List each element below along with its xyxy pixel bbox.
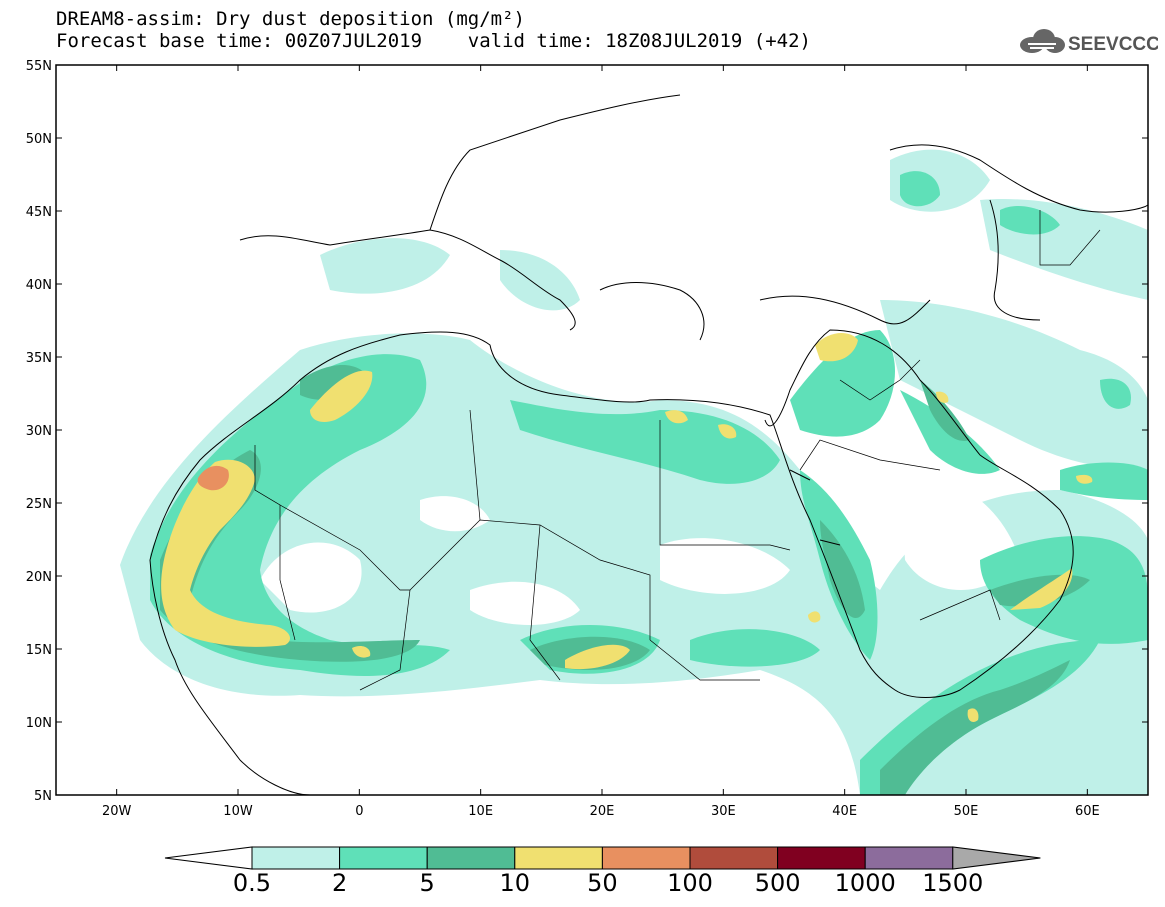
cloud-icon — [1020, 29, 1065, 53]
colorbar-label: 1000 — [835, 869, 896, 897]
colorbar-label: 10 — [500, 869, 531, 897]
colorbar-lower-arrow — [164, 846, 253, 870]
lat-label: 45N — [26, 205, 52, 220]
logo-text: SEEVCCC — [1068, 34, 1158, 55]
lat-label: 20N — [26, 570, 52, 585]
map-title: DREAM8-assim: Dry dust deposition (mg/m²… — [56, 8, 525, 30]
lon-label: 20W — [102, 804, 132, 819]
lon-label: 50E — [954, 804, 979, 819]
lon-label: 0 — [355, 804, 363, 819]
lat-label: 10N — [26, 716, 52, 731]
colorbar-label: 0.5 — [233, 869, 271, 897]
dust-field — [120, 149, 1148, 795]
colorbar-swatch — [601, 846, 691, 870]
lat-label: 55N — [26, 59, 52, 74]
dust-band-10 — [161, 333, 1093, 722]
colorbar-upper-arrow — [952, 846, 1041, 870]
seevccc-logo: SEEVCCC — [1020, 29, 1158, 55]
lat-label: 50N — [26, 132, 52, 147]
colorbar-label: 2 — [332, 869, 347, 897]
dust-band-50 — [197, 465, 229, 491]
lat-label: 5N — [34, 789, 52, 804]
country-borders — [254, 210, 1101, 691]
colorbar-label: 5 — [420, 869, 435, 897]
lon-label: 20E — [590, 804, 615, 819]
colorbar-label: 50 — [587, 869, 618, 897]
colorbar-swatch — [514, 846, 603, 870]
colorbar-label: 100 — [667, 869, 713, 897]
colorbar-swatch — [339, 846, 428, 870]
lon-label: 30E — [711, 804, 736, 819]
lon-label: 40E — [832, 804, 857, 819]
colorbar-label: 1500 — [922, 869, 983, 897]
forecast-time-line: Forecast base time: 00Z07JUL2019 valid t… — [56, 30, 811, 52]
latitude-axis: 55N 50N 45N 40N 35N 30N 25N 20N 15N 10N 5N — [26, 59, 1148, 804]
lat-label: 25N — [26, 497, 52, 512]
colorbar: 0.5 2 5 10 50 100 500 1000 1500 — [164, 846, 1041, 897]
longitude-axis: 20W 10W 0 10E 20E 30E 40E 50E 60E — [102, 65, 1100, 819]
colorbar-label: 500 — [755, 869, 801, 897]
colorbar-swatch — [689, 846, 779, 870]
colorbar-swatch — [864, 846, 954, 870]
lat-label: 35N — [26, 351, 52, 366]
lon-label: 10W — [223, 804, 253, 819]
lat-label: 15N — [26, 643, 52, 658]
coastlines — [149, 94, 1148, 795]
lat-label: 30N — [26, 424, 52, 439]
lon-label: 60E — [1075, 804, 1100, 819]
lat-label: 40N — [26, 278, 52, 293]
colorbar-swatch — [777, 846, 866, 870]
lon-label: 10E — [468, 804, 493, 819]
colorbar-swatch — [251, 846, 341, 870]
colorbar-swatch — [426, 846, 516, 870]
